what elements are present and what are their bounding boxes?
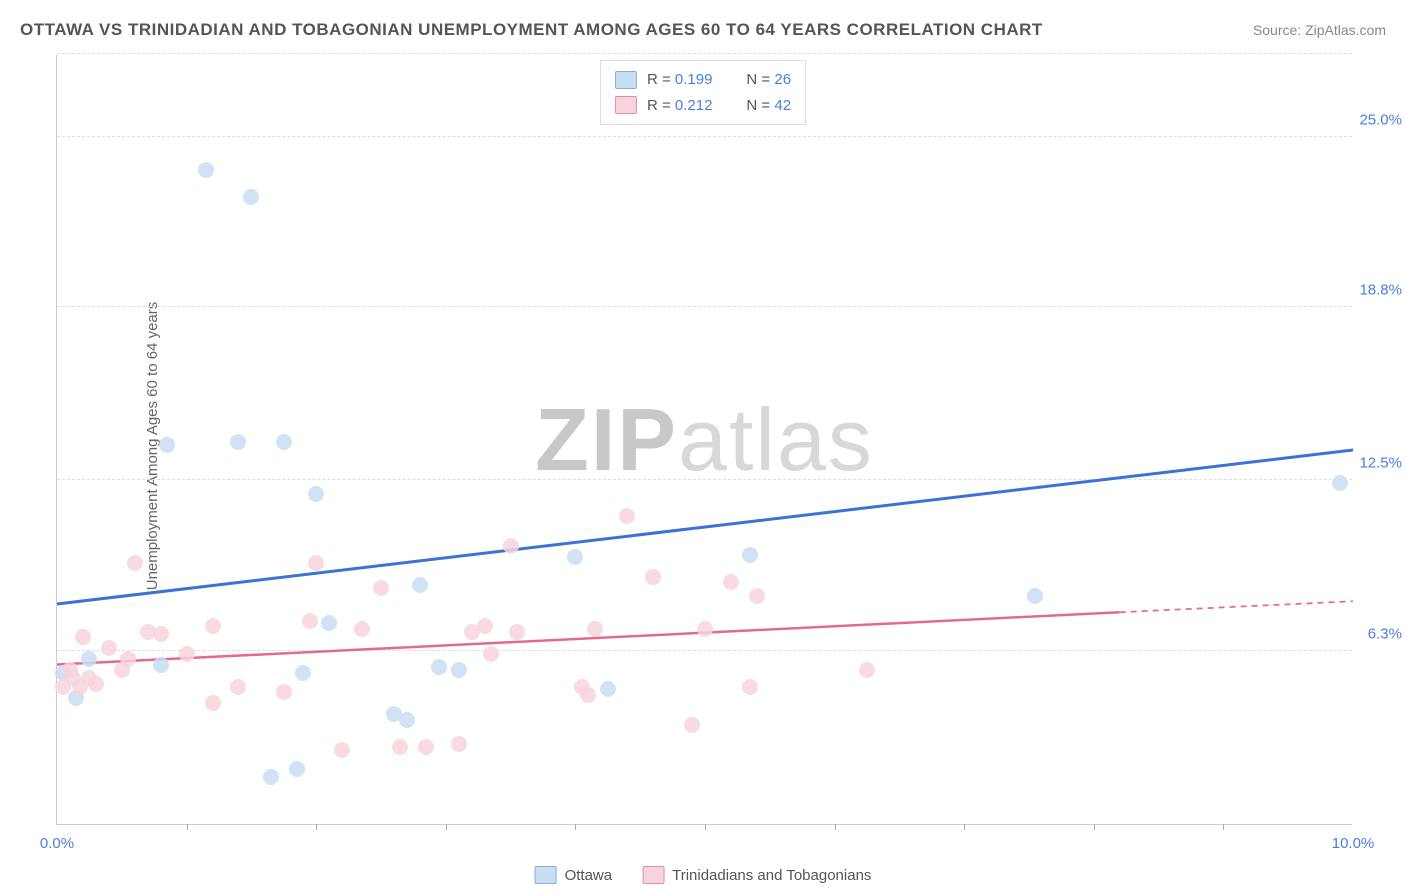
ottawa-point (1332, 475, 1348, 491)
stats-legend-row: R = 0.199 N = 26 (615, 67, 791, 93)
ottawa-point (412, 577, 428, 593)
trinidad-point (75, 629, 91, 645)
trinidad-point (179, 646, 195, 662)
ottawa-point (263, 769, 279, 785)
trinidad-point (684, 717, 700, 733)
trinidad-point (477, 618, 493, 634)
chart-title: OTTAWA VS TRINIDADIAN AND TOBAGONIAN UNE… (20, 20, 1043, 40)
series-legend: Ottawa Trinidadians and Tobagonians (535, 866, 872, 884)
ottawa-point (399, 712, 415, 728)
trinidad-point (334, 742, 350, 758)
x-tick (705, 824, 706, 830)
y-tick-label: 18.8% (1359, 282, 1402, 299)
trinidad-point (645, 569, 661, 585)
trinidad-point (503, 538, 519, 554)
legend-item-ottawa: Ottawa (535, 866, 613, 884)
ottawa-point (243, 189, 259, 205)
trinidad-point (140, 624, 156, 640)
legend-swatch (615, 71, 637, 89)
trinidad-point (580, 687, 596, 703)
legend-swatch (615, 96, 637, 114)
ottawa-point (230, 434, 246, 450)
x-tick (964, 824, 965, 830)
ottawa-point (198, 162, 214, 178)
trinidad-point (120, 651, 136, 667)
trinidad-point (127, 555, 143, 571)
trinidad-point (749, 588, 765, 604)
ottawa-point (159, 437, 175, 453)
x-tick (316, 824, 317, 830)
y-tick-label: 6.3% (1368, 625, 1402, 642)
trinidad-point (587, 621, 603, 637)
x-tick (1094, 824, 1095, 830)
ottawa-point (431, 659, 447, 675)
x-tick-label: 10.0% (1332, 835, 1375, 852)
ottawa-point (742, 547, 758, 563)
stats-legend: R = 0.199 N = 26 R = 0.212 N = 42 (600, 60, 806, 125)
trinidad-point (230, 679, 246, 695)
trinidad-point (859, 662, 875, 678)
trinidad-point (205, 618, 221, 634)
trinidad-point (354, 621, 370, 637)
ottawa-point (451, 662, 467, 678)
trinidad-point (723, 574, 739, 590)
ottawa-point (153, 657, 169, 673)
legend-label-ottawa: Ottawa (565, 867, 613, 884)
trinidad-point (205, 695, 221, 711)
trinidad-point (509, 624, 525, 640)
x-tick (1223, 824, 1224, 830)
ottawa-swatch (535, 866, 557, 884)
ottawa-point (600, 681, 616, 697)
ottawa-point (1027, 588, 1043, 604)
x-tick-label: 0.0% (40, 835, 74, 852)
trinidad-point (392, 739, 408, 755)
trinidad-point (697, 621, 713, 637)
plot-area: ZIPatlas 6.3%12.5%18.8%25.0%0.0%10.0% (56, 55, 1352, 825)
trinidad-point (451, 736, 467, 752)
trinidad-swatch (642, 866, 664, 884)
trendlines-svg (57, 54, 1353, 824)
legend-label-trinidad: Trinidadians and Tobagonians (672, 867, 871, 884)
trinidad-point (483, 646, 499, 662)
ottawa-point (308, 486, 324, 502)
trinidad-point (88, 676, 104, 692)
chart-container: OTTAWA VS TRINIDADIAN AND TOBAGONIAN UNE… (0, 0, 1406, 892)
y-tick-label: 12.5% (1359, 455, 1402, 472)
trinidad-point (101, 640, 117, 656)
trinidad-point (619, 508, 635, 524)
legend-item-trinidad: Trinidadians and Tobagonians (642, 866, 871, 884)
trinidad-point (276, 684, 292, 700)
stats-legend-row: R = 0.212 N = 42 (615, 93, 791, 119)
x-tick (187, 824, 188, 830)
trinidad-point (308, 555, 324, 571)
ottawa-point (295, 665, 311, 681)
ottawa-point (276, 434, 292, 450)
x-tick (446, 824, 447, 830)
x-tick (575, 824, 576, 830)
x-tick (835, 824, 836, 830)
y-tick-label: 25.0% (1359, 111, 1402, 128)
trinidad-point (742, 679, 758, 695)
trinidad-point (373, 580, 389, 596)
trinidad-point (418, 739, 434, 755)
ottawa-point (289, 761, 305, 777)
trinidad-point (302, 613, 318, 629)
ottawa-point (567, 549, 583, 565)
ottawa-point (321, 615, 337, 631)
source-attribution: Source: ZipAtlas.com (1253, 22, 1386, 38)
ottawa-point (81, 651, 97, 667)
